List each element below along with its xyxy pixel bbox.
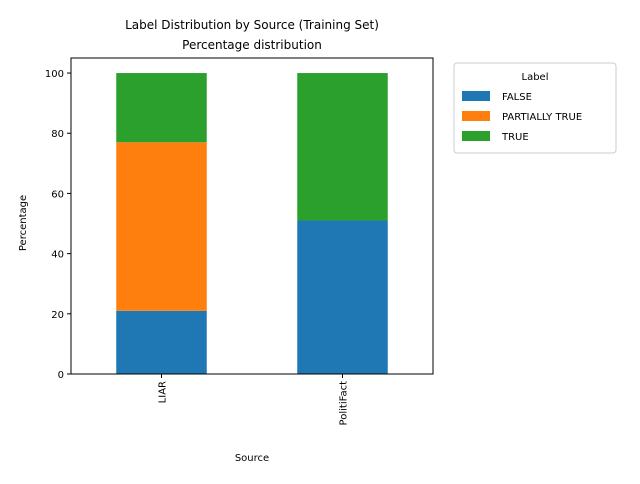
legend-swatch-false [462,91,490,101]
chart-title: Label Distribution by Source (Training S… [125,18,379,32]
y-axis-label: Percentage [18,195,29,251]
bar-segment-liar-true [116,73,207,143]
legend-swatch-partially-true [462,111,490,121]
legend-swatch-true [462,131,490,141]
chart-subtitle: Percentage distribution [182,38,322,52]
y-tick-label: 80 [51,129,64,140]
legend: Label FALSE PARTIALLY TRUE TRUE [453,62,617,154]
legend-label: FALSE [502,92,532,103]
legend-label: PARTIALLY TRUE [502,112,582,123]
x-axis-label: Source [235,453,269,464]
bar-segment-liar-false [116,310,207,374]
legend-frame [453,62,617,154]
plot-frame [70,57,434,375]
plot-area: LIAR PolitiFact 0 20 40 60 80 100 [45,57,434,426]
bar-segment-liar-partially-true [116,142,207,311]
y-tick-label: 40 [51,250,64,261]
y-tick-label: 60 [51,189,64,200]
x-tick-label: LIAR [158,381,169,403]
y-tick-label: 100 [45,69,64,80]
x-tick-label: PolitiFact [339,381,350,426]
y-tick-label: 20 [51,310,64,321]
y-tick-label: 0 [58,370,64,381]
legend-label: TRUE [501,132,529,143]
bar-segment-politifact-false [297,220,388,374]
legend-title: Label [522,72,549,83]
bar-segment-politifact-true [297,73,388,221]
